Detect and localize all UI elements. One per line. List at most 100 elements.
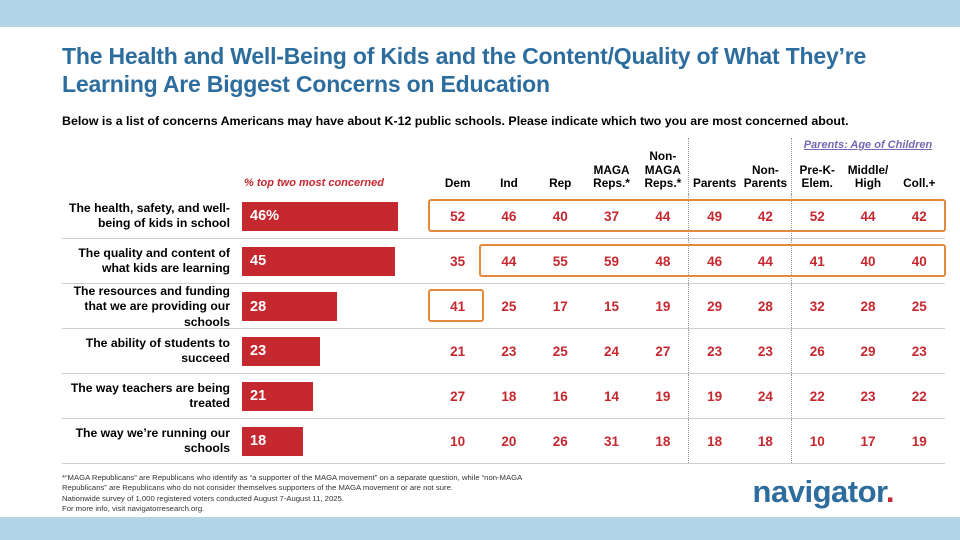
table-cell: 41	[791, 239, 842, 284]
bar-cell: 46%	[242, 194, 432, 238]
table-cell: 20	[501, 433, 517, 449]
table-cell: 14	[604, 388, 620, 404]
table-cell: 35	[450, 253, 466, 269]
table-cell: 23	[501, 343, 517, 359]
rows-container: The health, safety, and well-being of ki…	[62, 194, 946, 465]
table-cell: 32	[791, 284, 842, 330]
chart: % top two most concerned Dem Ind Rep MAG…	[62, 138, 946, 465]
table-cell: 55	[552, 253, 568, 269]
table-cell: 27	[655, 343, 671, 359]
table-cell: 22	[911, 388, 927, 404]
top-band	[0, 0, 960, 27]
table-row: The way we’re running our schools 18 10 2…	[62, 419, 945, 465]
column-header-parents: Parents	[688, 138, 739, 195]
row-label: The health, safety, and well-being of ki…	[69, 200, 230, 231]
table-cell: 18	[655, 433, 671, 449]
table-cell: 17	[552, 299, 568, 315]
navigator-logo-text: navigator	[752, 474, 887, 509]
table-cell: 49	[688, 194, 739, 239]
subtitle: Below is a list of concerns Americans ma…	[62, 114, 849, 129]
bar-cell: 18	[242, 419, 432, 463]
table-cell: 41	[450, 299, 466, 315]
table-cell: 24	[604, 343, 620, 359]
table-cell: 52	[791, 194, 842, 239]
table-cell: 29	[688, 284, 739, 330]
bar-axis-label: % top two most concerned	[244, 177, 384, 190]
table-cell: 18	[688, 419, 739, 464]
table-cell: 37	[604, 208, 620, 224]
table-cell: 26	[791, 329, 842, 374]
column-header-coll-plus: Coll.+	[903, 175, 936, 190]
bar: 45	[242, 246, 395, 276]
table-cell: 24	[757, 388, 773, 404]
table-cell: 23	[911, 343, 927, 359]
table-cell: 27	[450, 388, 466, 404]
table-cell: 28	[860, 299, 876, 315]
column-header-ind: Ind	[500, 175, 518, 190]
table-cell: 23	[688, 329, 739, 374]
table-cell: 19	[655, 388, 671, 404]
row-label: The resources and funding that we are pr…	[73, 284, 230, 329]
table-row: The way teachers are being treated 21 27…	[62, 374, 945, 420]
bar: 18	[242, 426, 303, 456]
page-title: The Health and Well-Being of Kids and th…	[62, 43, 867, 98]
bar: 21	[242, 381, 313, 411]
table-cell: 16	[552, 388, 568, 404]
table-cell: 17	[860, 433, 876, 449]
table-cell: 42	[757, 208, 773, 224]
row-label: The way we’re running our schools	[75, 425, 230, 456]
table-cell: 48	[655, 253, 671, 269]
table-cell: 42	[911, 208, 927, 224]
row-label: The ability of students to succeed	[85, 335, 230, 366]
footnote: *“MAGA Republicans” are Republicans who …	[62, 473, 523, 514]
table-cell: 40	[860, 253, 876, 269]
table-cell: 26	[552, 433, 568, 449]
table-cell: 19	[655, 299, 671, 315]
table-cell: 18	[757, 433, 773, 449]
table-row: The health, safety, and well-being of ki…	[62, 194, 946, 240]
table-cell: 46	[501, 208, 517, 224]
table-cell: 29	[860, 343, 876, 359]
content: The Health and Well-Being of Kids and th…	[62, 42, 946, 515]
table-row: The ability of students to succeed 23 21…	[62, 329, 945, 375]
bar: 28	[242, 292, 337, 322]
table-cell: 25	[501, 299, 517, 315]
bar: 46%	[242, 201, 398, 231]
table-cell: 18	[501, 388, 517, 404]
row-label: The way teachers are being treated	[70, 380, 230, 411]
table-cell: 23	[860, 388, 876, 404]
bar-cell: 21	[242, 374, 432, 418]
bar-cell: 28	[242, 284, 432, 330]
table-cell: 44	[655, 208, 671, 224]
table-cell: 28	[757, 299, 773, 315]
column-header-maga-reps: MAGA Reps.*	[593, 162, 630, 190]
table-cell: 44	[860, 208, 876, 224]
table-row: The quality and content of what kids are…	[62, 239, 946, 285]
bar-cell: 23	[242, 329, 432, 373]
group-header-parents-age-of-children: Parents: Age of Children	[803, 139, 933, 152]
table-cell: 25	[552, 343, 568, 359]
column-header-pre-k-elem: Pre-K- Elem.	[791, 138, 842, 195]
table-cell: 19	[911, 433, 927, 449]
table-cell: 44	[757, 253, 773, 269]
table-cell: 25	[911, 299, 927, 315]
bottom-band	[0, 517, 960, 540]
column-header-middle-high: Middle/ High	[847, 162, 889, 190]
table-cell: 10	[450, 433, 466, 449]
navigator-logo-dot: .	[885, 474, 895, 509]
table-cell: 19	[688, 374, 739, 419]
bar: 23	[242, 336, 320, 366]
table-cell: 31	[604, 433, 620, 449]
column-header-rep: Rep	[549, 175, 572, 190]
navigator-logo: navigator.	[752, 474, 895, 510]
table-cell: 46	[688, 239, 739, 284]
column-header-non-maga-reps: Non- MAGA Reps.*	[644, 149, 682, 190]
table-cell: 52	[450, 208, 466, 224]
table-cell: 15	[604, 299, 620, 315]
table-cell: 23	[757, 343, 773, 359]
table-cell: 59	[604, 253, 620, 269]
column-header-non-parents: Non- Parents	[743, 162, 788, 190]
table-cell: 21	[450, 343, 466, 359]
row-label: The quality and content of what kids are…	[78, 245, 230, 276]
